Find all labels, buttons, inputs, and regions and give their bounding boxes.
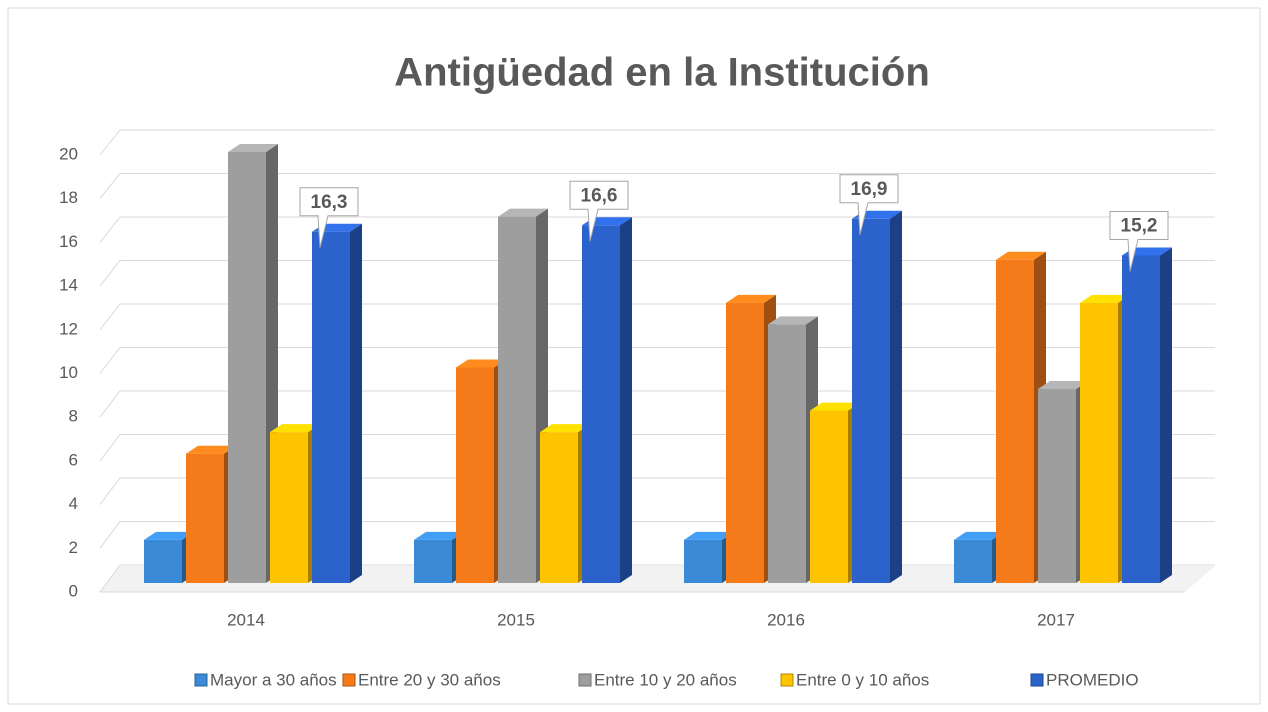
grid-line: [99, 303, 1215, 331]
bar-front: [852, 218, 890, 583]
legend-swatch: [578, 673, 592, 687]
bar-front: [954, 539, 992, 583]
bar-top: [498, 208, 548, 217]
callout: [839, 174, 899, 235]
bar-front: [582, 225, 620, 583]
bar-front: [498, 216, 536, 583]
legend-swatch: [1030, 673, 1044, 687]
bar-front: [996, 259, 1034, 583]
bar-top: [954, 531, 1004, 540]
bar: [228, 144, 278, 583]
x-tick-label: 2017: [1037, 610, 1075, 629]
bar-front: [684, 539, 722, 583]
callout: [1109, 210, 1169, 272]
bar-top: [456, 359, 506, 368]
data-label: 16,6: [581, 185, 618, 206]
bar-front: [270, 432, 308, 583]
bar-top: [996, 251, 1046, 260]
chart-frame: [7, 7, 1261, 705]
bar-side: [620, 217, 632, 583]
bar-top: [540, 424, 590, 433]
grid-line: [99, 390, 1215, 418]
bar: [540, 424, 590, 583]
y-tick-label: 14: [59, 276, 78, 295]
legend-label: Entre 10 y 20 años: [594, 670, 737, 689]
bar-side: [890, 210, 902, 583]
bar-front: [1038, 389, 1076, 583]
bar: [312, 223, 362, 584]
x-tick-label: 2015: [497, 610, 535, 629]
bar-front: [1080, 302, 1118, 583]
bar: [582, 217, 632, 583]
bar-front: [768, 324, 806, 583]
y-tick-label: 20: [59, 144, 78, 163]
bar: [1122, 247, 1172, 583]
bar-side: [1160, 247, 1172, 583]
bar-front: [228, 152, 266, 583]
bar-front: [186, 453, 224, 583]
legend-label: Mayor a 30 años: [210, 670, 337, 689]
bar: [726, 294, 776, 583]
floor: [100, 566, 1215, 592]
bar-top: [144, 531, 194, 540]
bar-top: [1038, 381, 1088, 390]
bar-top: [414, 531, 464, 540]
bar-front: [414, 539, 452, 583]
x-tick-label: 2016: [767, 610, 805, 629]
y-tick-label: 12: [59, 319, 78, 338]
grid-line: [99, 260, 1215, 287]
bar-front: [456, 367, 494, 583]
y-tick-label: 18: [59, 188, 78, 207]
y-tick-label: 6: [69, 450, 78, 469]
bar-front: [540, 432, 578, 583]
legend-label: Entre 0 y 10 años: [796, 670, 929, 689]
bar-side: [350, 223, 362, 584]
bar: [414, 531, 464, 583]
bar-top: [726, 294, 776, 303]
bar-top: [684, 531, 734, 540]
bar: [852, 210, 902, 583]
bar-front: [726, 302, 764, 583]
grid-line: [99, 347, 1215, 374]
bar-top: [768, 316, 818, 325]
y-tick-label: 2: [69, 538, 78, 557]
data-label: 15,2: [1121, 215, 1158, 236]
legend-swatch: [194, 673, 208, 687]
y-tick-label: 8: [69, 407, 78, 426]
y-tick-label: 16: [59, 232, 78, 251]
y-tick-label: 0: [69, 581, 78, 600]
x-tick-label: 2014: [227, 610, 265, 629]
bar-top: [810, 402, 860, 411]
bar-front: [1122, 255, 1160, 583]
data-label: 16,3: [311, 192, 348, 213]
legend-label: Entre 20 y 30 años: [358, 670, 501, 689]
grid-line: [99, 173, 1215, 200]
bar-top: [270, 424, 320, 433]
callout: [569, 180, 629, 242]
bar-front: [144, 539, 182, 583]
bar-top: [228, 144, 278, 152]
chart-title: Antigüedad en la Institución: [394, 51, 930, 95]
data-label: 16,9: [851, 179, 888, 200]
callout: [299, 187, 359, 248]
grid-line: [99, 216, 1215, 243]
bar-top: [1080, 294, 1130, 303]
y-tick-label: 10: [59, 363, 78, 382]
y-tick-label: 4: [69, 494, 78, 513]
legend-swatch: [780, 673, 794, 687]
legend-label: PROMEDIO: [1046, 670, 1139, 689]
bar-front: [312, 231, 350, 584]
bar-front: [810, 410, 848, 583]
bar-top: [186, 445, 236, 454]
grid-line: [99, 129, 1215, 156]
legend-swatch: [342, 673, 356, 687]
